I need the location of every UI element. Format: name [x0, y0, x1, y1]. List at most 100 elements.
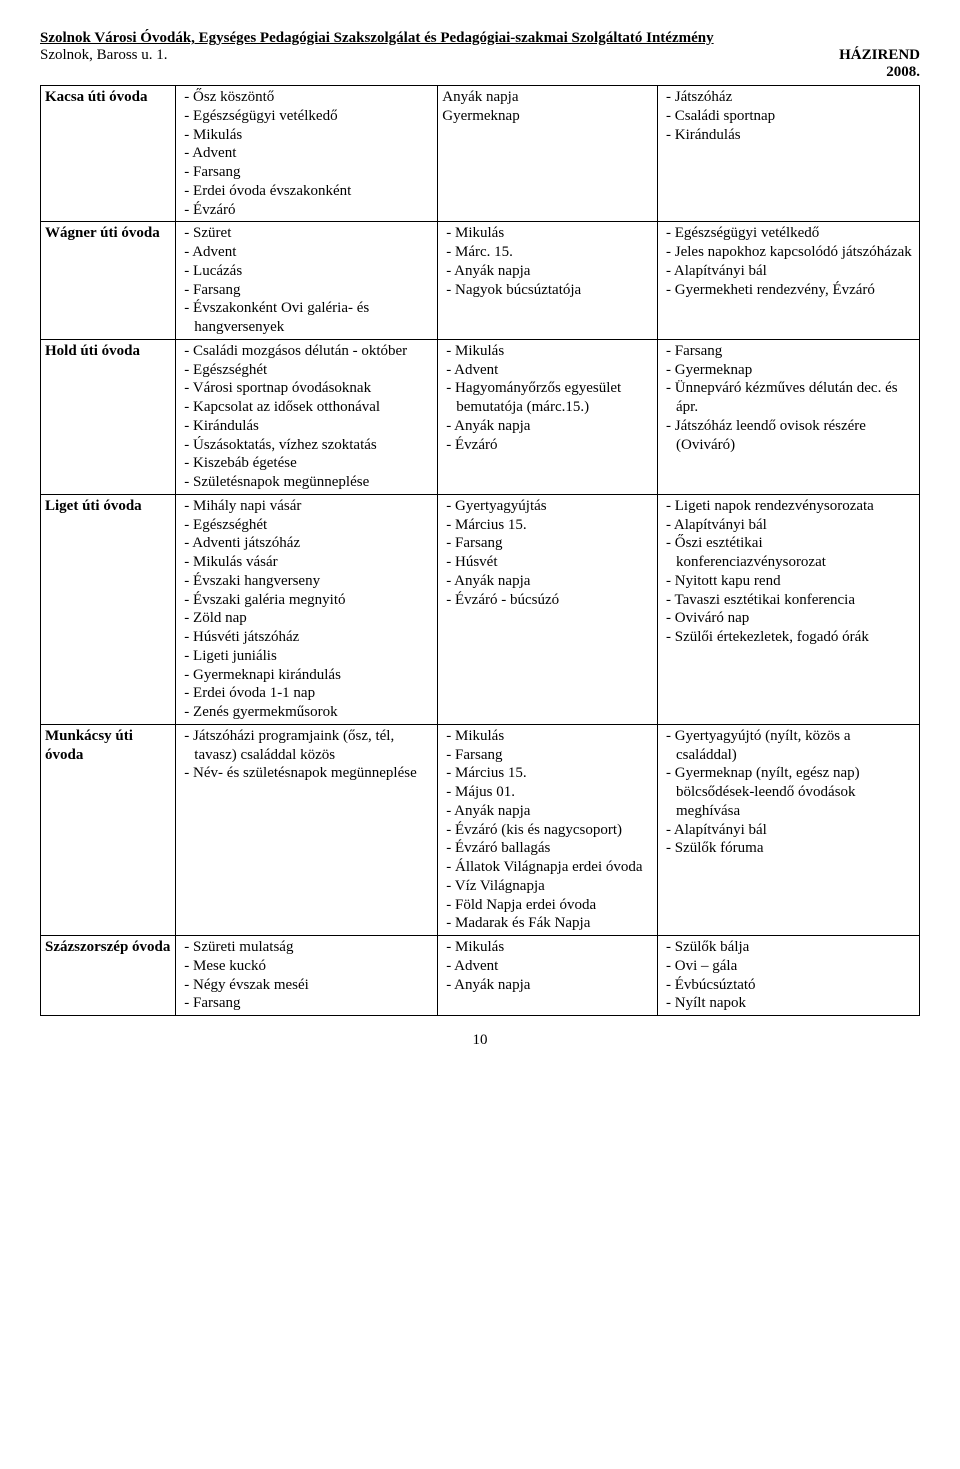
list-item: Egészségügyi vetélkedő: [180, 107, 433, 126]
list-item: Anyák napja: [442, 802, 653, 821]
list-item: Ovi – gála: [662, 957, 915, 976]
col3: MikulásFarsangMárcius 15.Május 01.Anyák …: [438, 724, 658, 935]
table-row: Munkácsy úti óvodaJátszóházi programjain…: [41, 724, 920, 935]
list-item: Anyák napja: [442, 976, 653, 995]
doc-address: Szolnok, Baross u. 1.: [40, 47, 168, 64]
list-item: Mikulás: [442, 938, 653, 957]
list-item: Alapítványi bál: [662, 516, 915, 535]
list-item: Ünnepváró kézműves délután dec. és ápr.: [662, 379, 915, 417]
list-item: Lucázás: [180, 262, 433, 281]
list-item: Évszaki galéria megnyitó: [180, 591, 433, 610]
list-item: Tavaszi esztétikai konferencia: [662, 591, 915, 610]
list-item: Állatok Világnapja erdei óvoda: [442, 858, 653, 877]
list-item: Évzáró (kis és nagycsoport): [442, 821, 653, 840]
list-item: Évszaki hangverseny: [180, 572, 433, 591]
list-item: Gyermekheti rendezvény, Évzáró: [662, 281, 915, 300]
list-item: Városi sportnap óvodásoknak: [180, 379, 433, 398]
list-item: Föld Napja erdei óvoda: [442, 896, 653, 915]
list-item: Mikulás: [442, 727, 653, 746]
list-item: Zöld nap: [180, 609, 433, 628]
table-row: Wágner úti óvodaSzüretAdventLucázásFarsa…: [41, 222, 920, 340]
list-item: Farsang: [442, 534, 653, 553]
doc-title: Szolnok Városi Óvodák, Egységes Pedagógi…: [40, 30, 920, 47]
list-item: Évzáró: [180, 201, 433, 220]
cell-text: Gyermeknap: [442, 107, 653, 126]
list-item: Évzáró: [442, 436, 653, 455]
list-item: Családi mozgásos délután - október: [180, 342, 433, 361]
list-item: Farsang: [180, 163, 433, 182]
list-item: Gyermeknapi kirándulás: [180, 666, 433, 685]
list-item: Név- és születésnapok megünneplése: [180, 764, 433, 783]
list-item: Advent: [442, 957, 653, 976]
list-item: Mikulás: [442, 342, 653, 361]
list-item: Évzáró ballagás: [442, 839, 653, 858]
list-item: Március 15.: [442, 764, 653, 783]
list-item: Szüreti mulatság: [180, 938, 433, 957]
list-item: Gyertyagyújtás: [442, 497, 653, 516]
header-sub: Szolnok, Baross u. 1. HÁZIREND: [40, 47, 920, 64]
list-item: Úszásoktatás, vízhez szoktatás: [180, 436, 433, 455]
list-item: Őszi esztétikai konferenciazvénysorozat: [662, 534, 915, 572]
list-item: Farsang: [442, 746, 653, 765]
list-item: Zenés gyermekműsorok: [180, 703, 433, 722]
col2: SzüretAdventLucázásFarsangÉvszakonként O…: [176, 222, 438, 340]
list-item: Kirándulás: [662, 126, 915, 145]
list-item: Ligeti napok rendezvénysorozata: [662, 497, 915, 516]
list-item: Húsvéti játszóház: [180, 628, 433, 647]
list-item: Erdei óvoda évszakonként: [180, 182, 433, 201]
col3: GyertyagyújtásMárcius 15.FarsangHúsvétAn…: [438, 494, 658, 724]
list-item: Játszóház: [662, 88, 915, 107]
list-item: Víz Világnapja: [442, 877, 653, 896]
list-item: Madarak és Fák Napja: [442, 914, 653, 933]
list-item: Kapcsolat az idősek otthonával: [180, 398, 433, 417]
list-item: Mikulás: [442, 224, 653, 243]
col4: Egészségügyi vetélkedőJeles napokhoz kap…: [658, 222, 920, 340]
col3: Anyák napjaGyermeknap: [438, 86, 658, 222]
list-item: Anyák napja: [442, 262, 653, 281]
page-number: 10: [40, 1032, 920, 1049]
col2: Ősz köszöntőEgészségügyi vetélkedőMikulá…: [176, 86, 438, 222]
list-item: Húsvét: [442, 553, 653, 572]
doc-year: 2008.: [40, 64, 920, 81]
col2: Mihály napi vásárEgészséghétAdventi játs…: [176, 494, 438, 724]
list-item: Kiszebáb égetése: [180, 454, 433, 473]
list-item: Szülők bálja: [662, 938, 915, 957]
list-item: Évbúcsúztató: [662, 976, 915, 995]
list-item: Farsang: [180, 994, 433, 1013]
table-row: Százszorszép óvodaSzüreti mulatságMese k…: [41, 936, 920, 1016]
ovoda-name: Kacsa úti óvoda: [41, 86, 176, 222]
list-item: Farsang: [180, 281, 433, 300]
list-item: Oviváró nap: [662, 609, 915, 628]
events-table: Kacsa úti óvodaŐsz köszöntőEgészségügyi …: [40, 85, 920, 1016]
col2: Szüreti mulatságMese kuckóNégy évszak me…: [176, 936, 438, 1016]
list-item: Jeles napokhoz kapcsolódó játszóházak: [662, 243, 915, 262]
doc-hazirend: HÁZIREND: [839, 47, 920, 64]
list-item: Advent: [180, 243, 433, 262]
table-row: Liget úti óvodaMihály napi vásárEgészség…: [41, 494, 920, 724]
list-item: Anyák napja: [442, 572, 653, 591]
ovoda-name: Hold úti óvoda: [41, 339, 176, 494]
col2: Játszóházi programjaink (ősz, tél, tavas…: [176, 724, 438, 935]
list-item: Március 15.: [442, 516, 653, 535]
list-item: Mese kuckó: [180, 957, 433, 976]
ovoda-name: Liget úti óvoda: [41, 494, 176, 724]
ovoda-name: Százszorszép óvoda: [41, 936, 176, 1016]
list-item: Szülői értekezletek, fogadó órák: [662, 628, 915, 647]
col4: Gyertyagyújtó (nyílt, közös a családdal)…: [658, 724, 920, 935]
list-item: Családi sportnap: [662, 107, 915, 126]
col2: Családi mozgásos délután - októberEgészs…: [176, 339, 438, 494]
col4: Szülők báljaOvi – gálaÉvbúcsúztatóNyílt …: [658, 936, 920, 1016]
list-item: Advent: [442, 361, 653, 380]
list-item: Nyitott kapu rend: [662, 572, 915, 591]
list-item: Ligeti juniális: [180, 647, 433, 666]
table-row: Hold úti óvodaCsaládi mozgásos délután -…: [41, 339, 920, 494]
list-item: Egészséghét: [180, 516, 433, 535]
list-item: Farsang: [662, 342, 915, 361]
ovoda-name: Wágner úti óvoda: [41, 222, 176, 340]
list-item: Erdei óvoda 1-1 nap: [180, 684, 433, 703]
list-item: Játszóház leendő ovisok részére (Oviváró…: [662, 417, 915, 455]
list-item: Anyák napja: [442, 417, 653, 436]
col3: MikulásAdventHagyományőrzős egyesület be…: [438, 339, 658, 494]
list-item: Gyertyagyújtó (nyílt, közös a családdal): [662, 727, 915, 765]
list-item: Évszakonként Ovi galéria- és hangverseny…: [180, 299, 433, 337]
